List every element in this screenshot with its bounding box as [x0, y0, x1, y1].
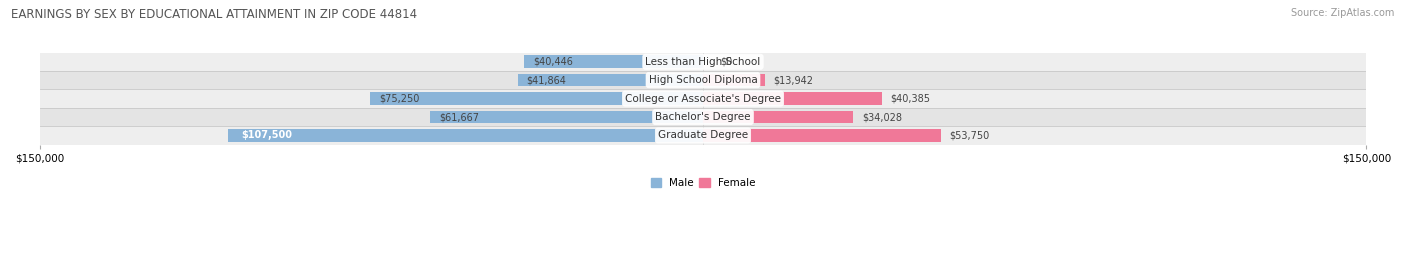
Text: $75,250: $75,250 — [380, 94, 419, 104]
Text: $0: $0 — [721, 57, 733, 67]
Bar — [524, 55, 703, 68]
Text: $40,446: $40,446 — [533, 57, 572, 67]
Bar — [39, 90, 1367, 108]
Bar — [39, 126, 1367, 145]
Text: EARNINGS BY SEX BY EDUCATIONAL ATTAINMENT IN ZIP CODE 44814: EARNINGS BY SEX BY EDUCATIONAL ATTAINMEN… — [11, 8, 418, 21]
Bar — [39, 71, 1367, 90]
Text: Graduate Degree: Graduate Degree — [658, 131, 748, 140]
Text: High School Diploma: High School Diploma — [648, 75, 758, 85]
Text: $40,385: $40,385 — [890, 94, 931, 104]
Bar — [703, 111, 853, 123]
Text: $107,500: $107,500 — [240, 131, 292, 140]
Text: $41,864: $41,864 — [527, 75, 567, 85]
Legend: Male, Female: Male, Female — [648, 176, 758, 190]
Text: College or Associate's Degree: College or Associate's Degree — [626, 94, 780, 104]
Text: $13,942: $13,942 — [773, 75, 814, 85]
Text: $34,028: $34,028 — [862, 112, 903, 122]
Text: $53,750: $53,750 — [949, 131, 990, 140]
Bar — [703, 92, 882, 105]
Bar — [370, 92, 703, 105]
Text: $61,667: $61,667 — [439, 112, 479, 122]
Bar — [39, 108, 1367, 126]
Bar — [703, 129, 941, 142]
Bar — [228, 129, 703, 142]
Bar — [517, 74, 703, 87]
Bar — [703, 74, 765, 87]
Text: Less than High School: Less than High School — [645, 57, 761, 67]
Bar — [39, 53, 1367, 71]
Bar — [430, 111, 703, 123]
Text: Source: ZipAtlas.com: Source: ZipAtlas.com — [1291, 8, 1395, 18]
Text: Bachelor's Degree: Bachelor's Degree — [655, 112, 751, 122]
